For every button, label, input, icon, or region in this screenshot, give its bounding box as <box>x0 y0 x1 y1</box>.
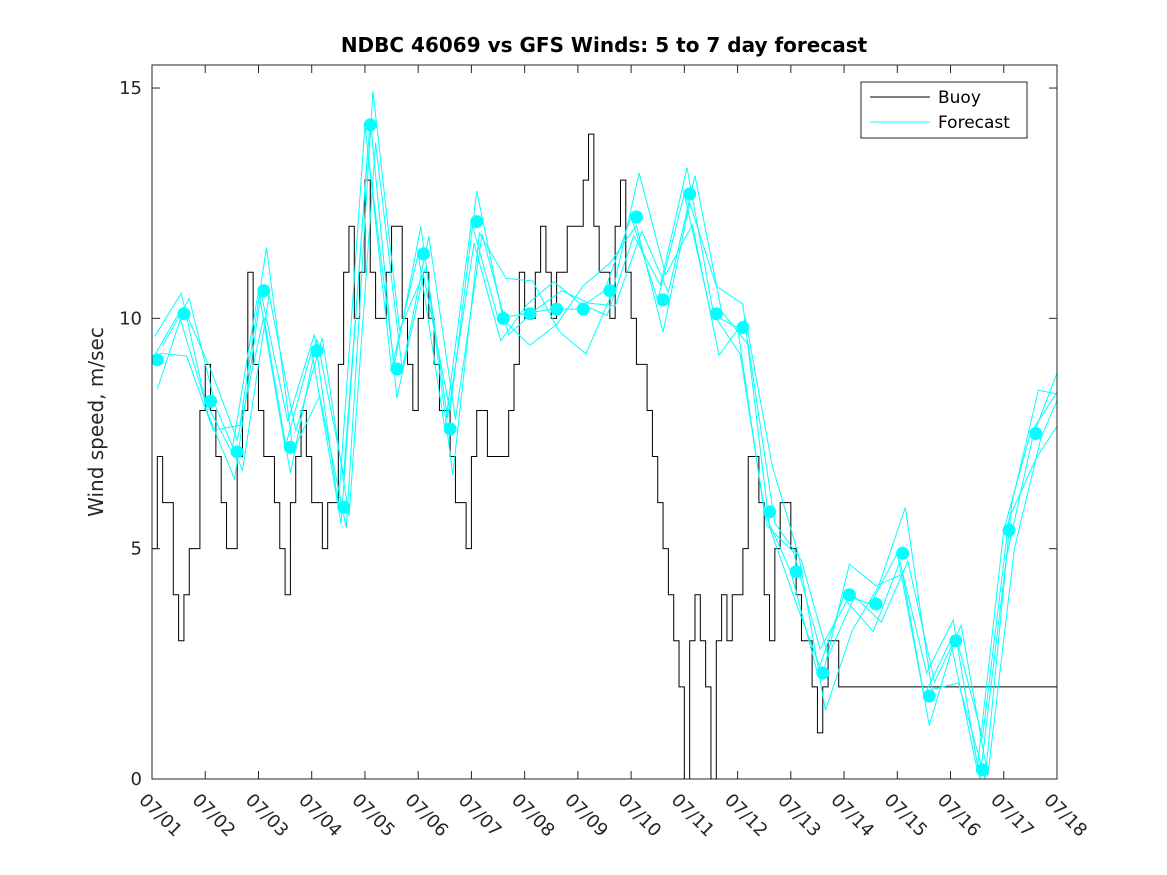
axes-box <box>151 64 1058 780</box>
forecast-point <box>443 422 457 436</box>
forecast-point <box>283 440 297 454</box>
series-line-forecast <box>162 142 1057 776</box>
forecast-point <box>470 215 484 229</box>
forecast-point <box>629 210 643 224</box>
forecast-point <box>763 505 777 519</box>
forecast-point <box>603 284 617 298</box>
forecast-point <box>1029 427 1043 441</box>
chart-title: NDBC 46069 vs GFS Winds: 5 to 7 day fore… <box>341 33 868 57</box>
forecast-point <box>656 293 670 307</box>
forecast-point <box>257 284 271 298</box>
forecast-point <box>922 689 936 703</box>
forecast-point <box>417 247 430 261</box>
forecast-point <box>842 588 856 602</box>
forecast-point <box>869 597 883 611</box>
series-line-forecast <box>154 150 1057 779</box>
y-tick-label: 5 <box>131 539 142 560</box>
forecast-point <box>363 118 377 132</box>
forecast-point <box>310 344 324 358</box>
forecast-point <box>550 302 564 316</box>
legend-label-forecast: Forecast <box>938 113 1010 133</box>
y-axis-label: Wind speed, m/sec <box>84 327 108 517</box>
forecast-point <box>709 307 723 321</box>
series-line-forecast <box>156 119 1057 738</box>
forecast-point <box>177 307 191 321</box>
forecast-point <box>975 763 989 777</box>
y-tick-label: 15 <box>119 78 142 99</box>
forecast-point <box>1002 523 1016 537</box>
series-line-buoy <box>152 133 1057 779</box>
forecast-point <box>896 546 910 560</box>
plot-area <box>152 65 1057 779</box>
forecast-point <box>496 311 510 325</box>
forecast-point <box>390 362 404 376</box>
y-tick-label: 10 <box>119 308 142 329</box>
y-tick-label: 0 <box>131 769 142 790</box>
forecast-point <box>736 321 750 335</box>
forecast-point <box>337 500 351 514</box>
forecast-point <box>204 394 218 408</box>
forecast-point <box>230 445 244 459</box>
legend-label-buoy: Buoy <box>938 88 981 108</box>
forecast-point <box>949 634 963 648</box>
forecast-point <box>683 187 697 201</box>
forecast-point <box>576 302 590 316</box>
forecast-point <box>523 307 537 321</box>
legend: Buoy Forecast <box>860 81 1028 139</box>
legend-box <box>860 81 1028 139</box>
forecast-point <box>816 666 830 680</box>
forecast-point <box>152 353 164 367</box>
forecast-point <box>789 565 803 579</box>
